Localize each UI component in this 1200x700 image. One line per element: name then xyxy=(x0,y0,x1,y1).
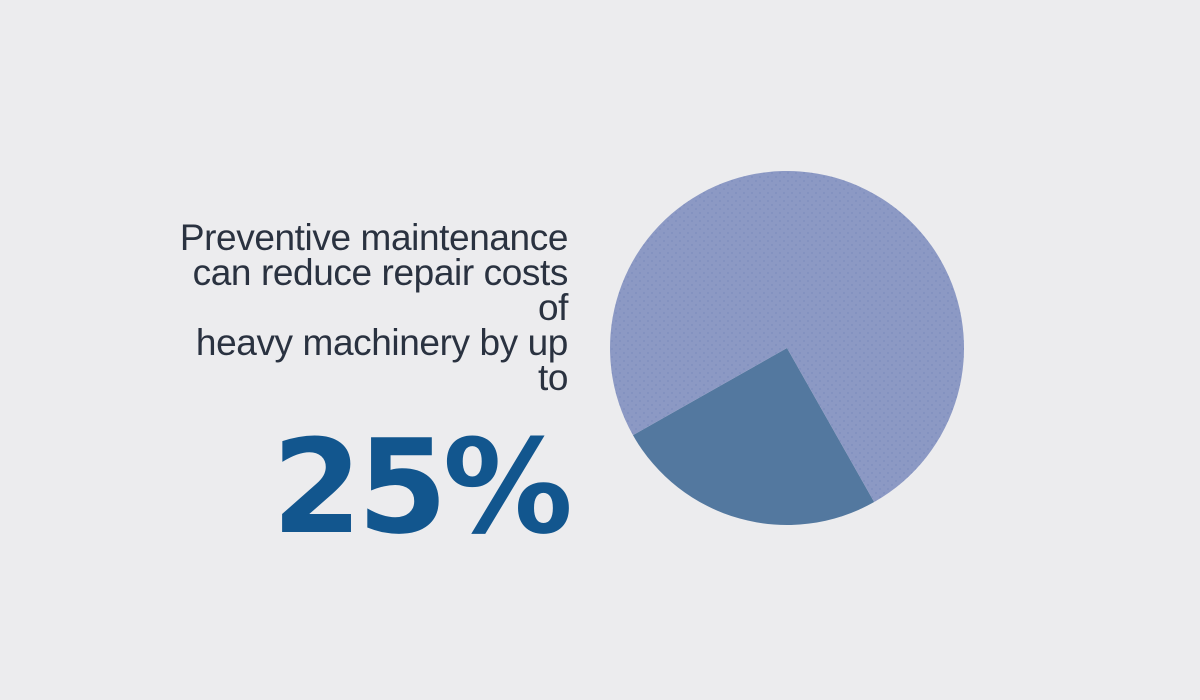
pie-slice-repair-cost-reduction xyxy=(632,348,875,525)
pie-chart xyxy=(610,171,964,525)
stat-block: Preventive maintenance can reduce repair… xyxy=(160,217,573,563)
stat-value: 25% xyxy=(271,411,573,563)
pie-slice-dot-texture xyxy=(610,171,964,503)
stat-text-line-2: can reduce repair costs of xyxy=(192,252,569,328)
stat-text-line-1: Preventive maintenance xyxy=(179,217,569,258)
stat-text-line-3: heavy machinery by up to xyxy=(195,322,568,398)
